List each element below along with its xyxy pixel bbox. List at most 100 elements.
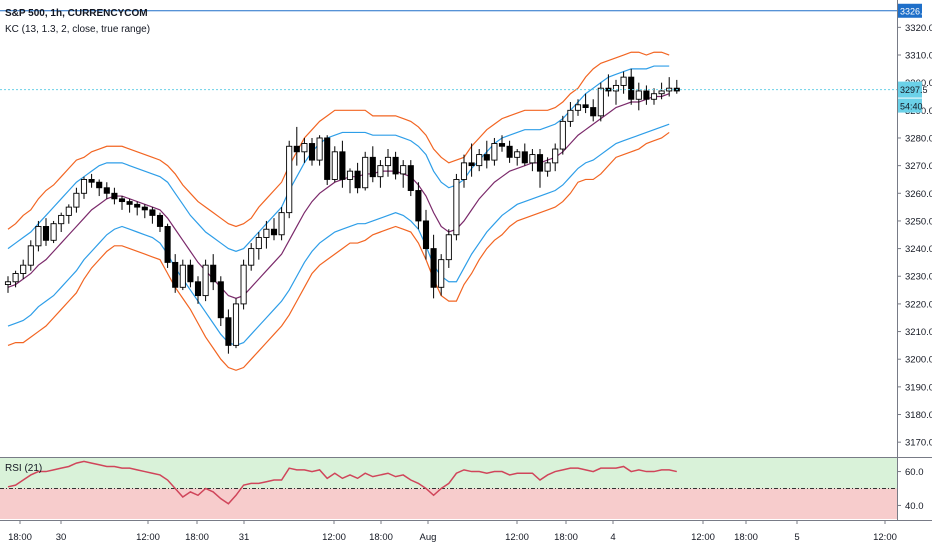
candle-body — [12, 273, 19, 283]
candle-body — [35, 226, 42, 247]
countdown-label: 54:40 — [900, 102, 923, 112]
candle-body — [217, 281, 224, 319]
candle-body — [50, 223, 57, 241]
candle-body — [194, 281, 202, 297]
high-price-badge — [898, 3, 922, 18]
candle-body — [293, 145, 300, 153]
candle-body — [658, 90, 665, 95]
last-price-label: 3297.5 — [900, 85, 928, 95]
x-tick-label: 18:00 — [185, 532, 209, 543]
x-tick-label: 30 — [56, 532, 67, 543]
candle-body — [635, 90, 642, 100]
candle-body — [445, 234, 452, 261]
y-tick-label: 3240.0 — [905, 244, 932, 255]
candle-body — [354, 170, 361, 189]
rsi-pane — [7, 460, 677, 505]
y-tick-label: 3190.0 — [905, 382, 932, 393]
candle-body — [384, 156, 392, 167]
candle-body — [483, 154, 490, 161]
outer-upper-band — [7, 51, 670, 230]
candle-body — [240, 264, 247, 305]
symbol-title: S&P 500, 1h, CURRENCYCOM — [5, 8, 148, 19]
candle-body — [202, 264, 209, 297]
candle-body — [111, 192, 118, 200]
rsi-tick-label: 60.0 — [905, 467, 924, 478]
candle-body — [369, 156, 376, 178]
candle-body — [498, 143, 506, 147]
candle-body — [574, 104, 582, 111]
candle-body — [225, 317, 232, 346]
y-tick-label: 3310.0 — [905, 51, 932, 62]
candle-body — [58, 214, 65, 225]
x-tick-label: 18:00 — [369, 532, 393, 543]
candle-body — [73, 192, 80, 208]
y-tick-label: 3200.0 — [905, 355, 932, 366]
candle-body — [88, 179, 95, 183]
candle-body — [453, 179, 460, 236]
candle-body — [4, 281, 12, 285]
candle-body — [514, 151, 521, 158]
candle-body — [422, 220, 430, 250]
candle-body — [438, 259, 445, 288]
y-tick-label: 3210.0 — [905, 327, 932, 338]
price-labels: 3326.0 3297.5 54:40 — [0, 3, 928, 113]
rsi-background — [0, 458, 897, 519]
candle-body — [362, 156, 369, 189]
candle-body — [346, 170, 354, 180]
candle-body — [476, 154, 483, 167]
candle-body — [460, 162, 468, 180]
candle-body — [156, 214, 164, 227]
y-tick-label: 3260.0 — [905, 189, 932, 200]
candle-body — [643, 90, 650, 100]
x-tick-label: 31 — [239, 532, 250, 543]
x-tick-label: 18:00 — [554, 532, 578, 543]
x-tick-label: 18:00 — [734, 532, 758, 543]
x-tick-label: 18:00 — [8, 532, 32, 543]
high-price-label: 3326.0 — [900, 6, 928, 16]
candle-body — [187, 264, 194, 283]
rsi-tick-label: 40.0 — [905, 501, 924, 512]
x-tick-label: 12:00 — [873, 532, 897, 543]
candle-body — [141, 206, 148, 211]
candle-body — [96, 181, 103, 189]
candle-body — [377, 165, 384, 178]
y-tick-label: 3180.0 — [905, 410, 932, 421]
candle-body — [308, 143, 316, 161]
candle-body — [521, 151, 528, 164]
x-tick-label: 4 — [610, 532, 615, 543]
candle-body — [232, 303, 240, 346]
candle-body — [536, 154, 544, 172]
candle-body — [210, 264, 217, 283]
candle-body — [134, 203, 141, 208]
candle-body — [339, 151, 346, 180]
x-tick-label: 12:00 — [505, 532, 529, 543]
keltner-bands — [7, 51, 670, 371]
candle-body — [126, 201, 133, 205]
y-tick-label: 3170.0 — [905, 438, 932, 449]
candle-body — [506, 145, 513, 158]
candle-body — [597, 87, 604, 117]
candle-body — [324, 137, 331, 180]
candle-body — [415, 190, 422, 222]
candle-body — [118, 198, 126, 203]
candles — [4, 68, 680, 354]
candle-body — [529, 154, 536, 164]
y-tick-label: 3320.0 — [905, 23, 932, 34]
countdown-badge — [898, 98, 922, 113]
candle-body — [172, 261, 179, 288]
candle-body — [20, 264, 27, 274]
candle-body — [590, 107, 597, 117]
candle-body — [270, 228, 278, 236]
y-tick-label: 3230.0 — [905, 272, 932, 283]
candle-body — [278, 212, 285, 236]
candle-body — [301, 143, 308, 153]
candle-body — [248, 248, 255, 266]
candle-body — [65, 206, 72, 216]
candle-body — [80, 179, 88, 194]
candle-body — [400, 165, 407, 175]
candle-body — [544, 162, 551, 172]
candle-body — [430, 248, 437, 288]
x-tick-label: 12:00 — [322, 532, 346, 543]
